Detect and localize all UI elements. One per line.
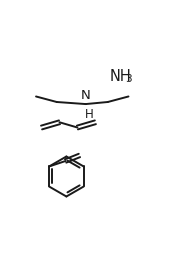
Text: 3: 3 — [125, 73, 132, 84]
Text: H: H — [85, 108, 93, 121]
Text: N: N — [81, 88, 91, 102]
Text: NH: NH — [109, 69, 131, 84]
